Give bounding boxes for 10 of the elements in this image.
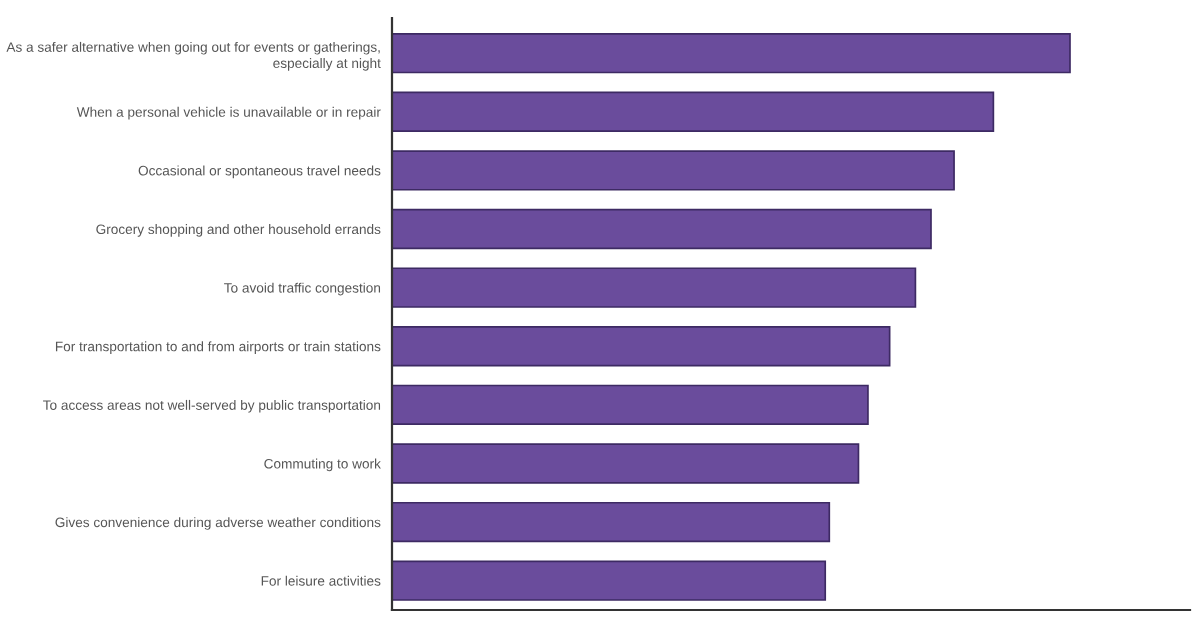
- bar: [392, 267, 917, 308]
- bar: [392, 384, 869, 426]
- bar: [392, 208, 932, 250]
- bar: [392, 443, 860, 484]
- bar: [392, 91, 995, 132]
- bar: [392, 32, 1071, 74]
- bar: [392, 150, 955, 191]
- bar: [392, 560, 827, 601]
- bar: [392, 501, 831, 543]
- bar: [392, 326, 891, 367]
